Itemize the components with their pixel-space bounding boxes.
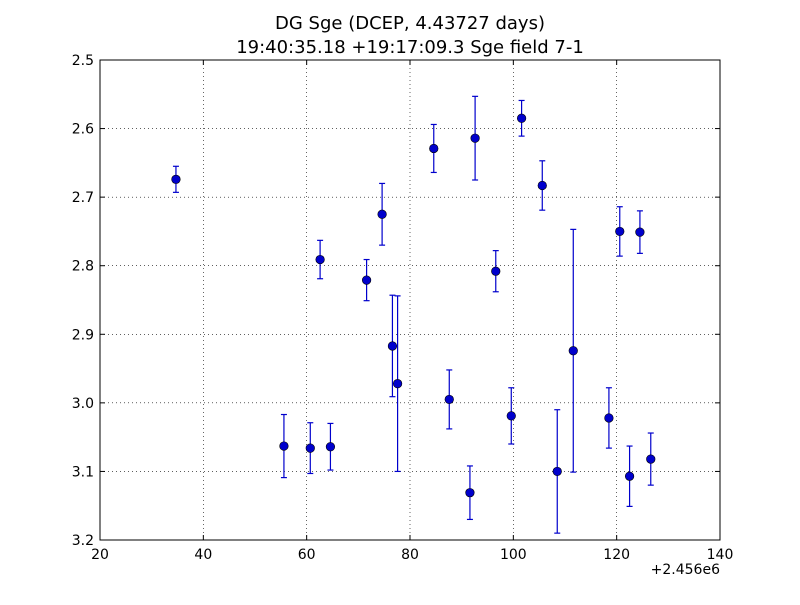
data-point	[325, 442, 336, 452]
data-point	[516, 113, 527, 123]
data-point	[624, 471, 635, 481]
grid-lines	[100, 60, 720, 540]
y-tick-label: 3.1	[72, 464, 94, 480]
data-point	[393, 379, 403, 389]
x-tick-label: 100	[500, 547, 527, 563]
y-tick-label: 2.6	[72, 122, 94, 138]
y-tick-label: 2.5	[72, 53, 94, 69]
y-tick-label: 3.0	[72, 396, 94, 412]
data-point	[362, 275, 372, 285]
chart-subtitle: 19:40:35.18 +19:17:09.3 Sge field 7-1	[236, 37, 584, 58]
data-point	[429, 143, 439, 154]
data-points	[171, 113, 656, 498]
data-point	[444, 394, 454, 405]
data-point	[568, 346, 578, 356]
data-point	[506, 411, 516, 421]
y-tick-label: 3.2	[72, 533, 94, 549]
x-tick-label: 80	[401, 547, 419, 563]
data-point	[387, 341, 398, 351]
data-point	[315, 254, 325, 265]
x-tick-label: 40	[194, 547, 212, 563]
data-point	[646, 454, 656, 464]
data-point	[279, 441, 289, 451]
x-tick-label: 20	[91, 547, 109, 563]
x-offset-label: +2.456e6	[651, 562, 720, 578]
data-point	[491, 266, 501, 276]
data-point	[377, 209, 387, 219]
data-point	[470, 133, 480, 143]
chart-title: DG Sge (DCEP, 4.43727 days)	[275, 13, 545, 34]
error-bars	[172, 95, 654, 534]
data-point	[171, 174, 181, 184]
y-tick-label: 2.8	[72, 259, 94, 275]
data-point	[552, 466, 562, 477]
data-point	[604, 413, 614, 423]
y-tick-label: 2.7	[72, 190, 94, 206]
data-point	[615, 226, 625, 237]
data-point	[635, 227, 645, 237]
data-point	[537, 180, 547, 191]
data-point	[465, 488, 475, 498]
data-point	[305, 443, 315, 453]
axis-ticks: 20 40 60 80 100 120 140 2.5 2.6 2.7 2.8 2.9 3.0 3.1 3.…	[72, 53, 734, 563]
x-tick-label: 60	[298, 547, 316, 563]
x-tick-label: 120	[603, 547, 630, 563]
x-tick-label: 140	[707, 547, 734, 563]
y-tick-label: 2.9	[72, 327, 94, 343]
